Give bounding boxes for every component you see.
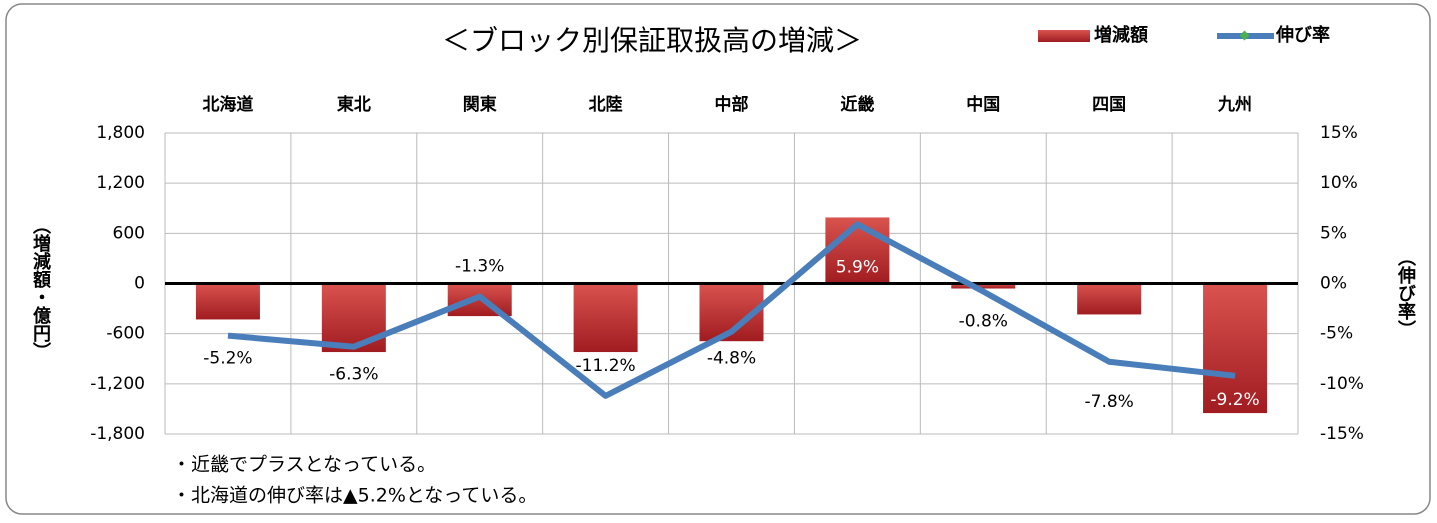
data-label: -1.3% [455, 257, 504, 277]
y-tick-label: -1,800 [90, 424, 145, 444]
legend-marker [1239, 30, 1250, 41]
y-tick-label: 1,200 [96, 173, 145, 193]
legend-label: 伸び率 [1275, 24, 1330, 46]
y2-tick-label: -5% [1320, 324, 1353, 344]
bar [951, 283, 1016, 289]
y2-tick-label: -10% [1320, 374, 1364, 394]
y-tick-label: 1,800 [96, 123, 145, 143]
chart-frame [5, 3, 1431, 515]
x-tick-label: 関東 [463, 94, 497, 115]
x-tick-label: 北海道 [202, 94, 253, 115]
y-tick-label: 0 [134, 274, 145, 294]
x-tick-label: 中部 [715, 94, 749, 115]
y2-tick-label: 0% [1320, 274, 1347, 294]
data-label: -7.8% [1085, 392, 1134, 412]
data-label: -5.2% [203, 349, 252, 369]
data-label: -9.2% [1210, 390, 1259, 410]
x-tick-label: 中国 [966, 94, 1000, 115]
y-tick-label: -600 [106, 324, 145, 344]
x-tick-label: 近畿 [840, 94, 874, 115]
data-label: -11.2% [576, 356, 636, 376]
data-label: 5.9% [836, 257, 879, 277]
legend-swatch [1038, 30, 1090, 42]
bar [195, 283, 260, 320]
legend-label: 増減額 [1094, 24, 1148, 46]
note: ・近畿でプラスとなっている。 [172, 454, 436, 476]
note: ・北海道の伸び率は▲5.2%となっている。 [172, 485, 537, 507]
y-tick-label: -1,200 [90, 374, 145, 394]
x-tick-label: 東北 [337, 94, 371, 115]
data-label: -4.8% [707, 349, 756, 369]
y2-tick-label: 10% [1320, 173, 1358, 193]
x-tick-label: 北陸 [589, 94, 623, 115]
data-label: -6.3% [329, 365, 378, 385]
x-tick-label: 四国 [1092, 95, 1126, 115]
y-tick-label: 600 [113, 223, 145, 243]
bar [573, 283, 638, 353]
chart-title: ＜ブロック別保証取扱高の増減＞ [442, 24, 862, 57]
y2-tick-label: 5% [1320, 223, 1347, 243]
y2-axis-title: （伸び率） [1395, 248, 1417, 338]
y2-tick-label: -15% [1320, 424, 1364, 444]
y-axis-title: （増減額・億円） [30, 216, 52, 360]
bar [1077, 283, 1142, 315]
line [227, 221, 1236, 399]
x-tick-label: 九州 [1217, 95, 1252, 115]
bar [825, 217, 890, 284]
bar [1203, 283, 1268, 414]
data-label: -0.8% [959, 312, 1008, 332]
y2-tick-label: 15% [1320, 123, 1358, 143]
